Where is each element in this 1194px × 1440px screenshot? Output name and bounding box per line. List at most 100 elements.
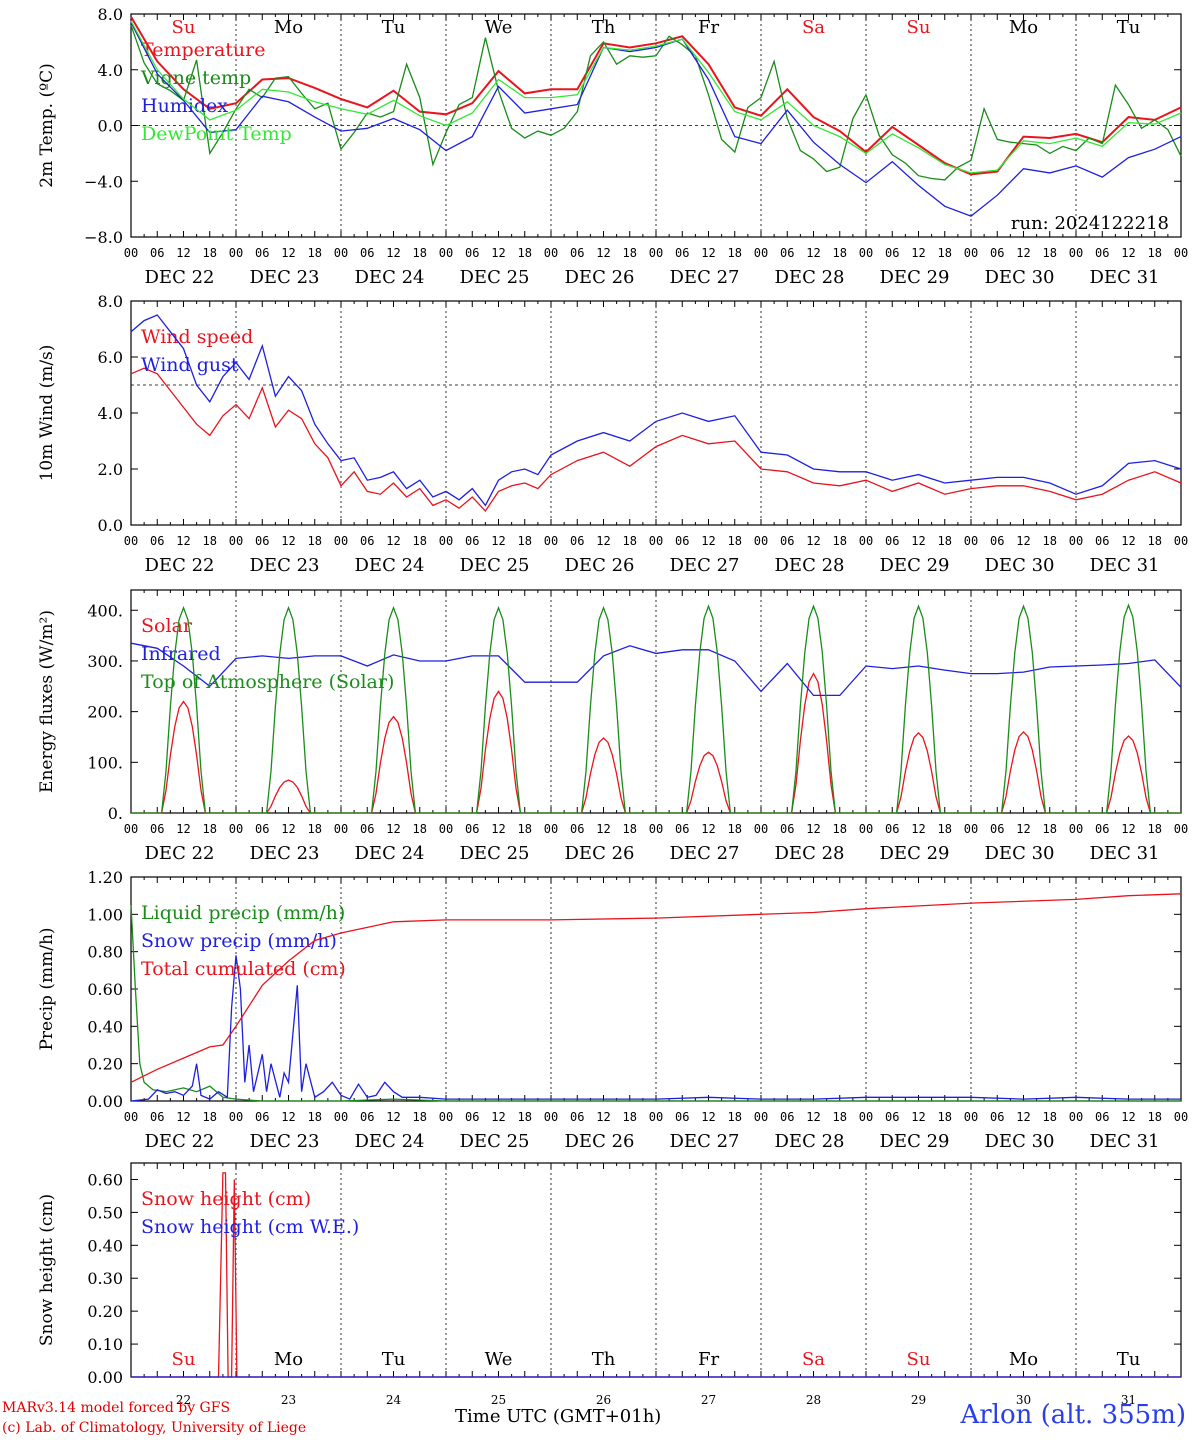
date-label: DEC 23 (250, 555, 320, 576)
date-label: DEC 28 (775, 843, 845, 864)
hour-tick-label: 06 (255, 246, 269, 260)
hour-tick-label: 06 (465, 1110, 479, 1124)
day-number-label: 23 (281, 1393, 296, 1407)
hour-tick-label: 06 (465, 246, 479, 260)
series-line-top-of-atmosphere-solar- (131, 603, 1181, 814)
hour-tick-label: 12 (806, 1110, 820, 1124)
date-label: DEC 30 (985, 843, 1055, 864)
hour-tick-label: 12 (281, 534, 295, 548)
hour-tick-label: 00 (334, 1110, 348, 1124)
hour-tick-label: 12 (386, 1110, 400, 1124)
hour-tick-label: 00 (754, 534, 768, 548)
hour-tick-label: 00 (964, 822, 978, 836)
hour-tick-label: 06 (990, 822, 1004, 836)
hour-tick-label: 00 (649, 1110, 663, 1124)
hour-tick-label: 18 (728, 822, 742, 836)
weekday-label: Mo (274, 1349, 303, 1370)
hour-tick-label: 06 (885, 246, 899, 260)
hour-tick-label: 06 (1095, 246, 1109, 260)
hour-tick-label: 12 (1121, 246, 1135, 260)
hour-tick-label: 00 (439, 534, 453, 548)
hour-tick-label: 06 (780, 822, 794, 836)
panel-2: 0.0 2.0 4.0 6.0 8.0 10m Wind (m/s) 00 06 12 18 DEC… (37, 292, 1188, 576)
panel-3: 0. 100. 200. 300. 400. Energy fluxes (W/m²) 00… (37, 589, 1188, 864)
y-tick-label: 0.40 (87, 1017, 123, 1036)
hour-tick-label: 00 (229, 246, 243, 260)
hour-tick-label: 18 (1043, 1110, 1057, 1124)
hour-tick-label: 00 (229, 534, 243, 548)
date-label: DEC 31 (1090, 267, 1160, 288)
hour-tick-label: 18 (938, 1110, 952, 1124)
weekday-label: Su (907, 1349, 931, 1370)
hour-tick-label: 12 (491, 1110, 505, 1124)
hour-tick-label: 12 (1121, 1110, 1135, 1124)
hour-tick-label: 18 (413, 1110, 427, 1124)
date-label: DEC 24 (355, 555, 425, 576)
hour-tick-label: 00 (1069, 822, 1083, 836)
hour-tick-label: 06 (675, 822, 689, 836)
hour-tick-label: 12 (1121, 822, 1135, 836)
hour-tick-label: 06 (360, 246, 374, 260)
y-tick-label: 0.10 (87, 1335, 123, 1354)
hour-tick-label: 00 (1069, 1110, 1083, 1124)
weekday-label: Mo (274, 17, 303, 38)
y-axis-label: 10m Wind (m/s) (37, 345, 57, 482)
hour-tick-label: 12 (911, 822, 925, 836)
x-axis-title: Time UTC (GMT+01h) (455, 1406, 662, 1427)
y-tick-label: 300. (87, 652, 123, 671)
series-line-snow-precip-mm-h- (130, 955, 1181, 1102)
hour-tick-label: 06 (150, 822, 164, 836)
hour-tick-label: 06 (990, 534, 1004, 548)
date-label: DEC 28 (775, 267, 845, 288)
hour-tick-label: 00 (964, 246, 978, 260)
panel-1: −8.0 −4.0 0.0 4.0 8.0 2m Temp. (ºC) 00 06 12 18 DE… (37, 5, 1188, 288)
hour-tick-label: 00 (124, 534, 138, 548)
hour-tick-label: 06 (570, 534, 584, 548)
hour-tick-label: 18 (623, 534, 637, 548)
weekday-label: We (485, 1349, 513, 1370)
hour-tick-label: 06 (675, 246, 689, 260)
hour-tick-label: 06 (780, 246, 794, 260)
day-number-label: 25 (491, 1393, 506, 1407)
hour-tick-label: 12 (281, 822, 295, 836)
hour-tick-label: 00 (124, 822, 138, 836)
hour-tick-label: 00 (1174, 1110, 1188, 1124)
legend-entry: Temperature (141, 39, 265, 61)
hour-tick-label: 12 (806, 534, 820, 548)
y-axis-label: Precip (mm/h) (37, 927, 57, 1050)
hour-tick-label: 12 (806, 822, 820, 836)
hour-tick-label: 00 (544, 534, 558, 548)
hour-tick-label: 06 (885, 1110, 899, 1124)
hour-tick-label: 12 (701, 822, 715, 836)
date-label: DEC 22 (145, 843, 215, 864)
hour-tick-label: 00 (1174, 246, 1188, 260)
hour-tick-label: 00 (649, 822, 663, 836)
hour-tick-label: 18 (833, 534, 847, 548)
hour-tick-label: 12 (1016, 534, 1030, 548)
hour-tick-label: 12 (596, 246, 610, 260)
hour-tick-label: 12 (386, 246, 400, 260)
date-label: DEC 28 (775, 1131, 845, 1152)
hour-tick-label: 00 (754, 822, 768, 836)
weekday-label: Mo (1009, 17, 1038, 38)
hour-tick-label: 06 (255, 534, 269, 548)
weekday-label: Mo (1009, 1349, 1038, 1370)
hour-tick-label: 00 (1069, 246, 1083, 260)
weekday-label: Su (172, 1349, 196, 1370)
date-label: DEC 29 (880, 843, 950, 864)
hour-tick-label: 06 (360, 1110, 374, 1124)
hour-tick-label: 00 (334, 822, 348, 836)
y-tick-label: 6.0 (98, 348, 123, 367)
y-tick-label: 0.30 (87, 1269, 123, 1288)
hour-tick-label: 12 (491, 246, 505, 260)
hour-tick-label: 18 (203, 534, 217, 548)
y-tick-label: 0.0 (98, 117, 123, 136)
hour-tick-label: 00 (859, 246, 873, 260)
hour-tick-label: 18 (308, 246, 322, 260)
y-tick-label: −8.0 (84, 228, 123, 247)
hour-tick-label: 18 (938, 534, 952, 548)
y-tick-label: 1.20 (87, 868, 123, 887)
hour-tick-label: 18 (1043, 534, 1057, 548)
hour-tick-label: 00 (754, 1110, 768, 1124)
